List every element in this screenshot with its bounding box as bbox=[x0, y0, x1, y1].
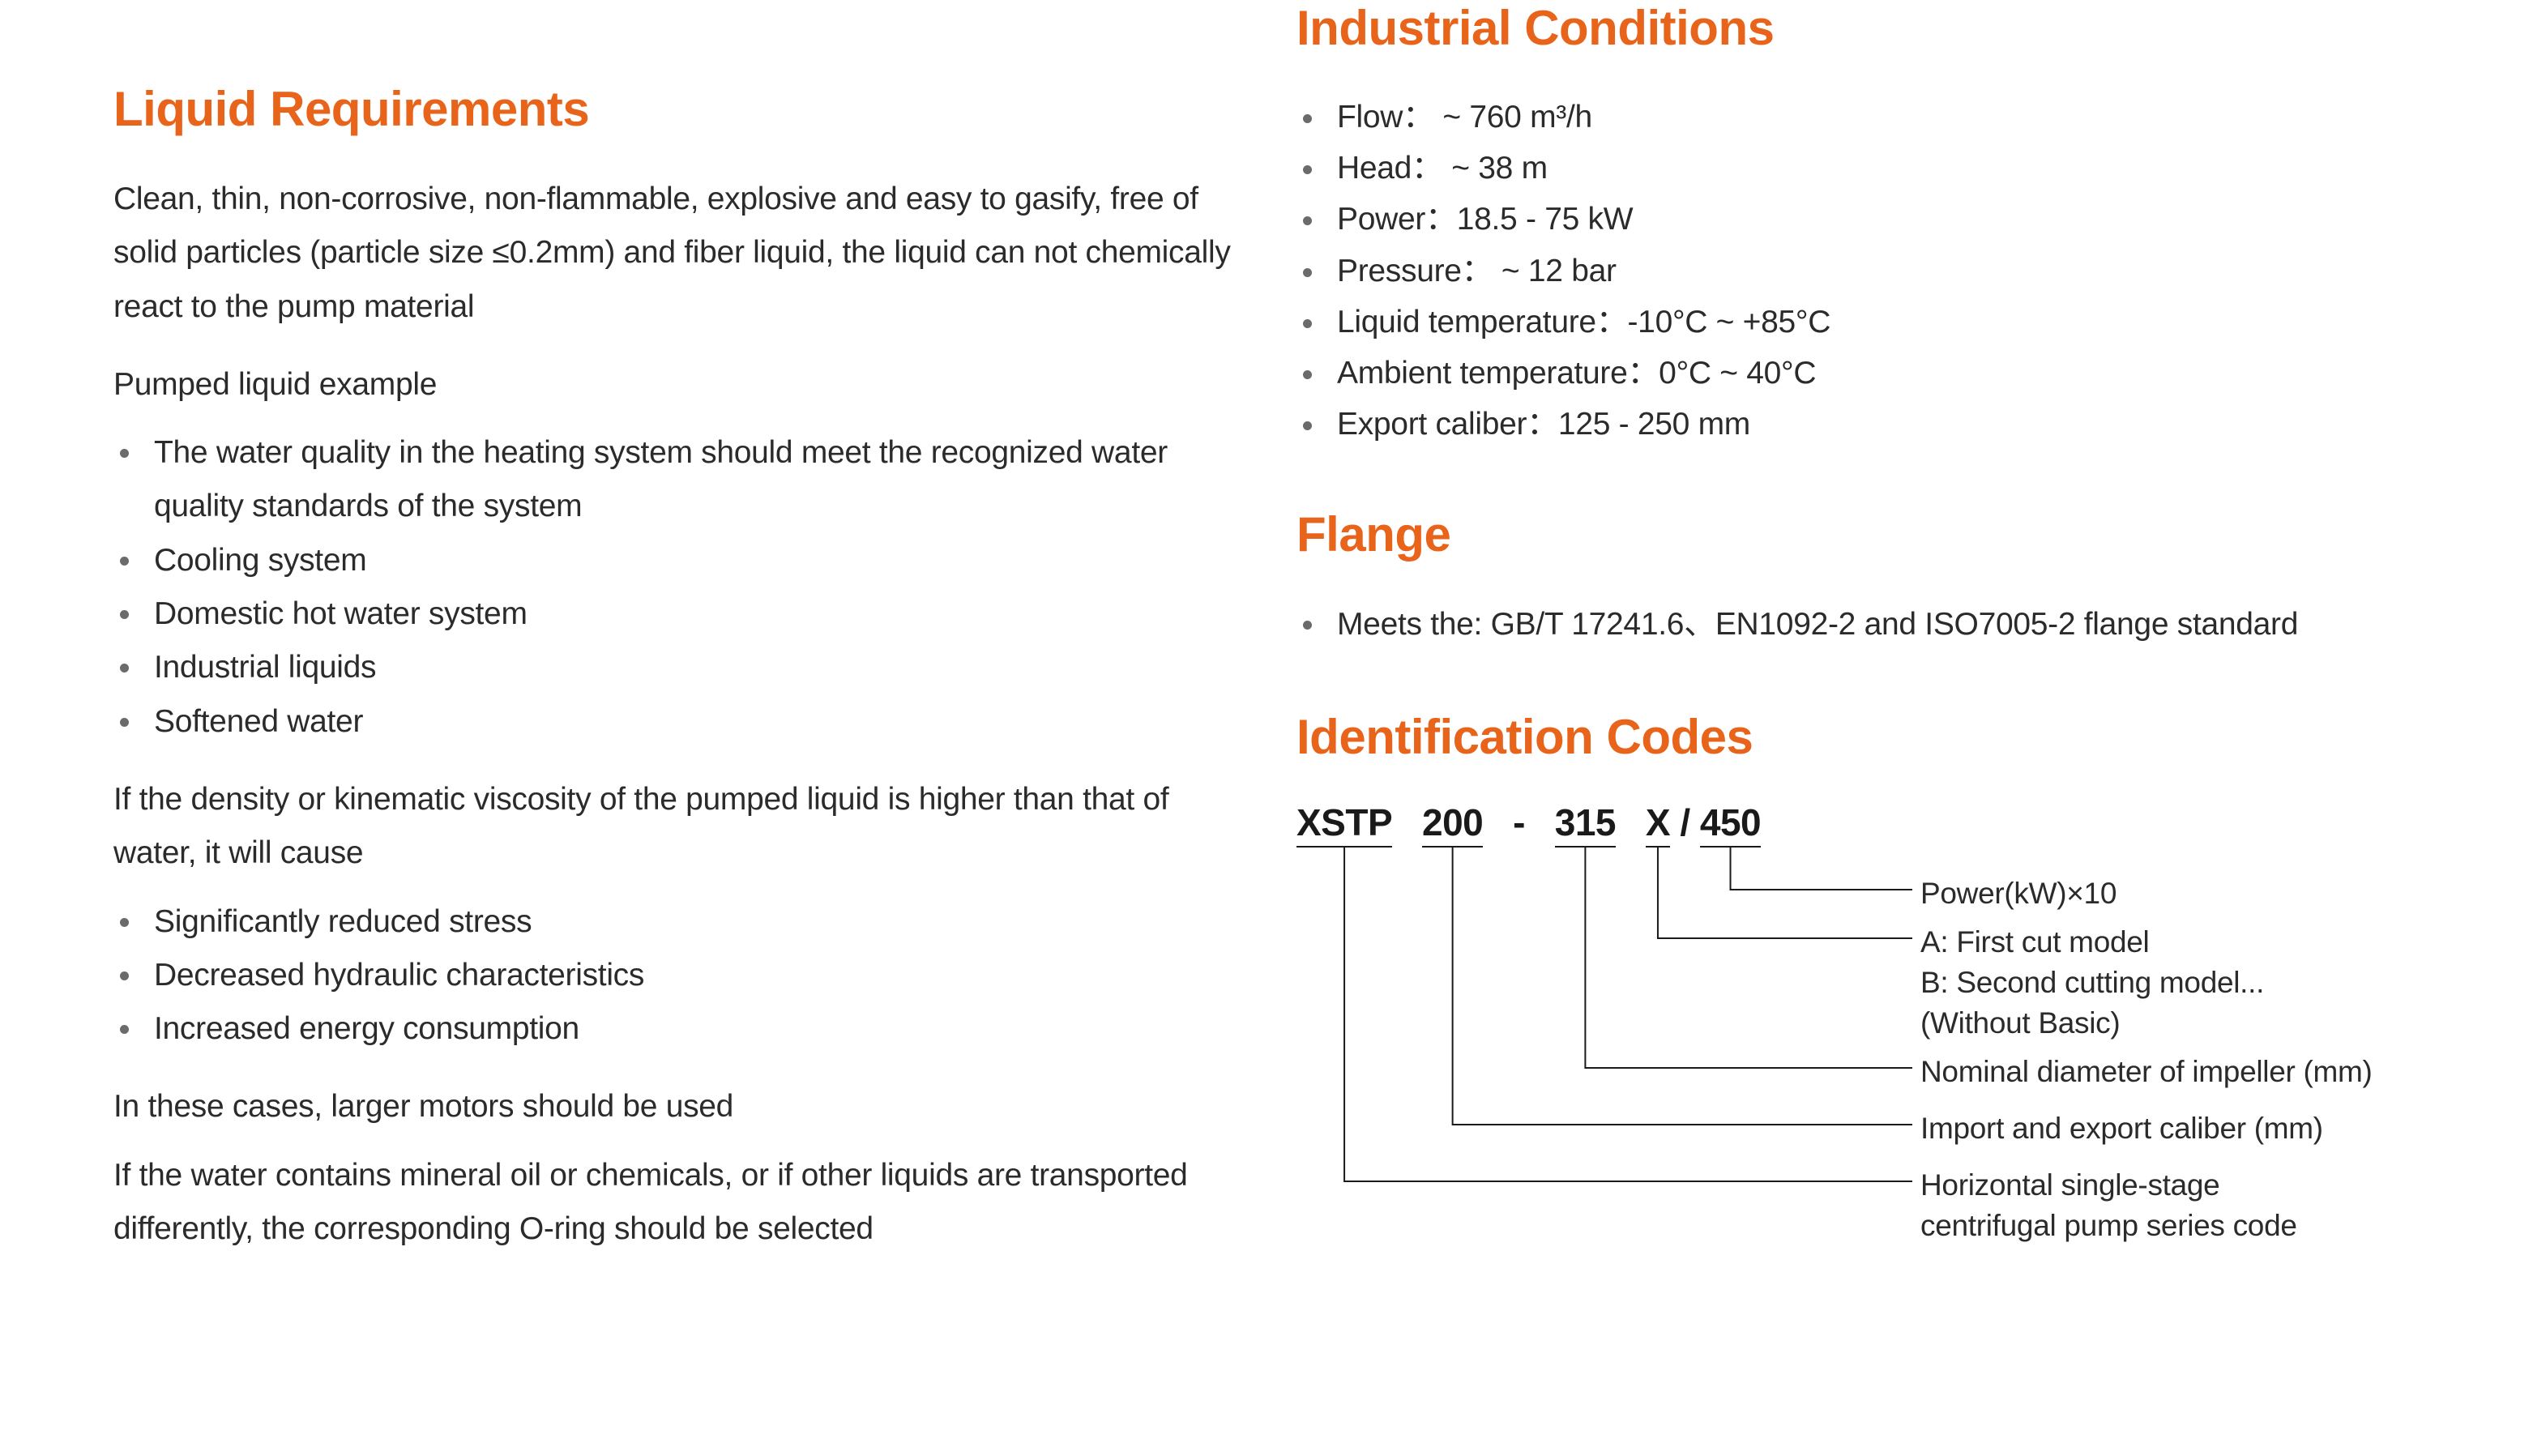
list-item: Flow： ~ 760 m³/h bbox=[1296, 92, 2420, 143]
industrial-conditions-list: Flow： ~ 760 m³/h Head： ~ 38 m Power：18.5… bbox=[1296, 92, 2420, 450]
code-seg-cut: X bbox=[1646, 801, 1670, 848]
list-item: Domestic hot water system bbox=[113, 587, 1232, 641]
code-seg-caliber: 200 bbox=[1422, 801, 1483, 848]
identification-bracket-svg bbox=[1296, 848, 1929, 1301]
list-item: Pressure： ~ 12 bar bbox=[1296, 246, 2420, 297]
code-desc-cut-b: B: Second cutting model... bbox=[1920, 963, 2264, 1003]
right-column: Industrial Conditions Flow： ~ 760 m³/h H… bbox=[1264, 0, 2533, 1456]
list-item: Increased energy consumption bbox=[113, 1002, 1232, 1056]
list-item: Softened water bbox=[113, 695, 1232, 749]
list-item: Liquid temperature：-10°C ~ +85°C bbox=[1296, 297, 2420, 348]
flange-heading: Flange bbox=[1296, 506, 2420, 562]
code-desc-power: Power(kW)×10 bbox=[1920, 873, 2117, 914]
identification-code-diagram: XSTP 200 - 315 X / 450 Power(kW)×10 A: bbox=[1296, 801, 2420, 1295]
liquid-requirements-intro: Clean, thin, non-corrosive, non-flammabl… bbox=[113, 173, 1232, 334]
liquid-requirements-heading: Liquid Requirements bbox=[113, 81, 1232, 137]
identification-codes-section: Identification Codes XSTP 200 - 315 X / … bbox=[1296, 709, 2420, 1295]
list-item: Ambient temperature：0°C ~ 40°C bbox=[1296, 348, 2420, 399]
flange-list: Meets the: GB/T 17241.6、EN1092-2 and ISO… bbox=[1296, 598, 2420, 651]
code-seg-impeller: 315 bbox=[1555, 801, 1616, 848]
code-seg-dash: - bbox=[1513, 801, 1525, 844]
liquid-requirements-section: Liquid Requirements Clean, thin, non-cor… bbox=[0, 0, 1264, 1456]
code-desc-caliber: Import and export caliber (mm) bbox=[1920, 1108, 2323, 1149]
list-item: Head： ~ 38 m bbox=[1296, 143, 2420, 194]
list-item: Power：18.5 - 75 kW bbox=[1296, 194, 2420, 245]
pumped-liquid-example-label: Pumped liquid example bbox=[113, 358, 1232, 412]
viscosity-intro: If the density or kinematic viscosity of… bbox=[113, 773, 1232, 881]
list-item: Significantly reduced stress bbox=[113, 895, 1232, 949]
list-item: Meets the: GB/T 17241.6、EN1092-2 and ISO… bbox=[1296, 598, 2420, 651]
industrial-conditions-section: Industrial Conditions Flow： ~ 760 m³/h H… bbox=[1296, 0, 2420, 450]
identification-code-string: XSTP 200 - 315 X / 450 bbox=[1296, 801, 1761, 848]
page: Liquid Requirements Clean, thin, non-cor… bbox=[0, 0, 2533, 1456]
list-item: Export caliber：125 - 250 mm bbox=[1296, 399, 2420, 450]
code-desc-series-a: Horizontal single-stage bbox=[1920, 1165, 2219, 1206]
code-desc-series-b: centrifugal pump series code bbox=[1920, 1206, 2297, 1246]
list-item: Cooling system bbox=[113, 534, 1232, 587]
pumped-liquid-example-list: The water quality in the heating system … bbox=[113, 426, 1232, 749]
code-seg-series: XSTP bbox=[1296, 801, 1392, 848]
identification-codes-heading: Identification Codes bbox=[1296, 709, 2420, 765]
oring-note: If the water contains mineral oil or che… bbox=[113, 1149, 1232, 1257]
flange-section: Flange Meets the: GB/T 17241.6、EN1092-2 … bbox=[1296, 506, 2420, 651]
viscosity-effects-list: Significantly reduced stress Decreased h… bbox=[113, 895, 1232, 1057]
code-desc-cut-a: A: First cut model bbox=[1920, 922, 2149, 963]
list-item: Industrial liquids bbox=[113, 641, 1232, 694]
code-desc-cut-c: (Without Basic) bbox=[1920, 1003, 2120, 1044]
list-item: The water quality in the heating system … bbox=[113, 426, 1232, 534]
code-desc-impeller: Nominal diameter of impeller (mm) bbox=[1920, 1052, 2373, 1092]
list-item: Decreased hydraulic characteristics bbox=[113, 949, 1232, 1002]
motor-note: In these cases, larger motors should be … bbox=[113, 1080, 1232, 1134]
code-seg-power: 450 bbox=[1700, 801, 1761, 848]
industrial-conditions-heading: Industrial Conditions bbox=[1296, 0, 2420, 56]
code-seg-slash: / bbox=[1680, 801, 1689, 844]
